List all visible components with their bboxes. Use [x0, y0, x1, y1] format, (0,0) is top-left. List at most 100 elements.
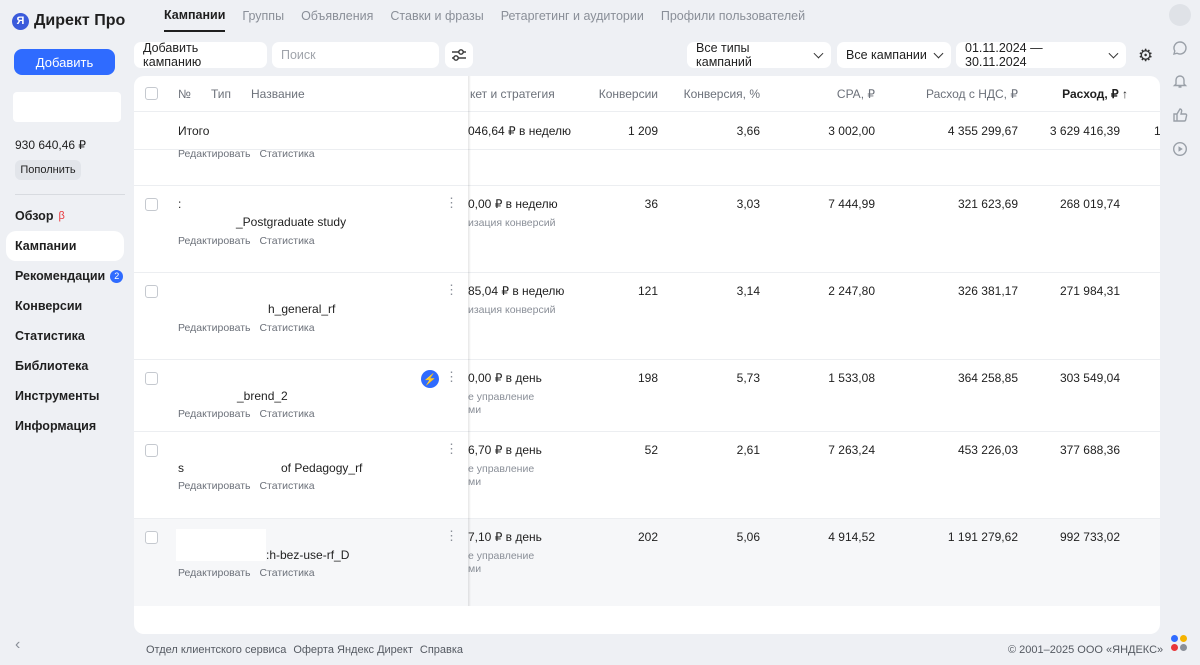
account-selector[interactable] [13, 92, 121, 122]
add-button[interactable]: Добавить [14, 49, 115, 75]
avatar[interactable] [1169, 4, 1191, 26]
header-conversion-rate[interactable]: Конверсия, % [683, 87, 760, 101]
campaign-name[interactable]: of Pedagogy_rf [281, 461, 363, 475]
sidebar: Я Директ Про Добавить 930 640,46 ₽ Попол… [0, 0, 132, 665]
account-balance: 930 640,46 ₽ [15, 138, 87, 152]
sidebar-divider [15, 194, 125, 195]
more-vertical-icon[interactable]: ⋮ [445, 282, 458, 297]
stats-link[interactable]: Статистика [259, 148, 315, 160]
sidebar-item-recommendations[interactable]: Рекомендации 2 [6, 261, 124, 291]
select-all-checkbox[interactable] [145, 87, 158, 100]
row-checkbox[interactable] [145, 372, 158, 385]
collapse-sidebar-icon[interactable]: ‹ [15, 636, 21, 653]
sidebar-item-library[interactable]: Библиотека [15, 359, 89, 373]
campaign-name[interactable]: h_general_rf [268, 302, 336, 316]
play-circle-icon[interactable] [1171, 140, 1189, 158]
stats-link[interactable]: Статистика [259, 567, 315, 579]
logo-text: Директ Про [34, 12, 126, 29]
header-conversions[interactable]: Конверсии [598, 87, 658, 101]
spend-vat: 326 381,17 [957, 284, 1018, 298]
edit-link[interactable]: Редактировать [178, 235, 251, 247]
autotargeting-bolt-icon[interactable]: ⚡ [421, 370, 439, 388]
table-footer [134, 606, 1160, 634]
topup-button[interactable]: Пополнить [15, 160, 81, 180]
search-input[interactable]: Поиск [272, 42, 439, 68]
total-conversion-rate: 3,66 [736, 124, 760, 138]
spend: 377 688,36 [1059, 443, 1120, 457]
filter-settings-button[interactable] [445, 42, 473, 68]
conversions: 202 [637, 530, 658, 544]
sidebar-nav: Обзор β Кампании Рекомендации 2 Конверси… [6, 201, 124, 441]
footer-link-support[interactable]: Отдел клиентского сервиса [146, 644, 287, 656]
cpa: 1 533,08 [828, 371, 875, 385]
stats-link[interactable]: Статистика [259, 408, 315, 420]
campaign-name[interactable]: _brend_2 [237, 389, 288, 403]
edit-link[interactable]: Редактировать [178, 567, 251, 579]
campaign-name[interactable]: :h-bez-use-rf_D [266, 548, 350, 562]
sidebar-item-campaigns[interactable]: Кампании [6, 231, 124, 261]
header-spend-sorted[interactable]: Расход, ₽ ↑ [1062, 87, 1128, 101]
row-checkbox[interactable] [145, 531, 158, 544]
conversions: 36 [644, 197, 658, 211]
add-campaign-button[interactable]: Добавить кампанию [134, 41, 267, 69]
beta-mark: β [58, 210, 65, 222]
campaigns-filter-select[interactable]: Все кампании [837, 42, 951, 68]
sidebar-item-statistics[interactable]: Статистика [15, 329, 85, 343]
edit-link[interactable]: Редактировать [178, 322, 251, 334]
header-spend-vat[interactable]: Расход с НДС, ₽ [926, 87, 1018, 101]
edit-link[interactable]: Редактировать [178, 148, 251, 160]
conversion-rate: 5,73 [736, 371, 760, 385]
more-vertical-icon[interactable]: ⋮ [445, 195, 458, 210]
bell-icon[interactable] [1171, 72, 1189, 90]
table-header: № Тип Название кет и стратегия Конверсии… [134, 76, 1160, 112]
gear-icon[interactable]: ⚙ [1138, 46, 1154, 65]
row-checkbox[interactable] [145, 444, 158, 457]
sidebar-item-tools[interactable]: Инструменты [15, 389, 100, 403]
section-tabs: Кампании Группы Объявления Ставки и фраз… [134, 0, 805, 32]
spend-vat: 321 623,69 [957, 197, 1018, 211]
more-vertical-icon[interactable]: ⋮ [445, 369, 458, 384]
row-links: Редактировать Статистика [178, 322, 321, 334]
edit-link[interactable]: Редактировать [178, 480, 251, 492]
tab-retargeting[interactable]: Ретаргетинг и аудитории [500, 9, 644, 23]
thumbs-up-icon[interactable] [1171, 106, 1189, 124]
tab-campaigns[interactable]: Кампании [164, 0, 226, 32]
footer-link-help[interactable]: Справка [419, 644, 464, 656]
edit-link[interactable]: Редактировать [178, 408, 251, 420]
header-budget-strategy[interactable]: кет и стратегия [470, 87, 555, 101]
strategy-sub: изация конверсий [468, 304, 556, 316]
chevron-down-icon [933, 48, 944, 58]
campaign-types-select[interactable]: Все типы кампаний [687, 41, 831, 69]
header-type[interactable]: Тип [211, 87, 232, 101]
header-num[interactable]: № [178, 87, 191, 101]
logo[interactable]: Я Директ Про [12, 12, 125, 30]
tab-groups[interactable]: Группы [242, 9, 285, 23]
stats-link[interactable]: Статистика [259, 235, 315, 247]
campaigns-table: № Тип Название кет и стратегия Конверсии… [134, 76, 1160, 606]
sidebar-item-overview[interactable]: Обзор β [15, 209, 65, 223]
yandex-services-icon[interactable] [1171, 635, 1189, 653]
table-row: :h-bez-use-rf_D ⋮ Редактировать Статисти… [134, 519, 1160, 606]
stats-link[interactable]: Статистика [259, 322, 315, 334]
header-name[interactable]: Название [251, 87, 305, 101]
sidebar-item-information[interactable]: Информация [15, 419, 97, 433]
total-spend-vat: 4 355 299,67 [947, 124, 1018, 138]
conversion-rate: 5,06 [736, 530, 760, 544]
more-vertical-icon[interactable]: ⋮ [445, 528, 458, 543]
footer-link-offer[interactable]: Оферта Яндекс Директ [293, 644, 413, 656]
conversions: 198 [637, 371, 658, 385]
sidebar-item-conversions[interactable]: Конверсии [15, 299, 83, 313]
row-checkbox[interactable] [145, 285, 158, 298]
tab-bids-phrases[interactable]: Ставки и фразы [390, 9, 484, 23]
date-range-picker[interactable]: 01.11.2024 — 30.11.2024 [956, 41, 1126, 69]
stats-link[interactable]: Статистика [259, 480, 315, 492]
strategy-sub: е управление [468, 463, 535, 475]
campaign-name[interactable]: _Postgraduate study [236, 215, 347, 229]
spend: 992 733,02 [1059, 530, 1120, 544]
more-vertical-icon[interactable]: ⋮ [445, 441, 458, 456]
row-checkbox[interactable] [145, 198, 158, 211]
tab-ads[interactable]: Объявления [301, 9, 374, 23]
header-cpa[interactable]: CPA, ₽ [836, 87, 875, 101]
tab-user-profiles[interactable]: Профили пользователей [660, 9, 806, 23]
chat-icon[interactable] [1171, 39, 1189, 57]
